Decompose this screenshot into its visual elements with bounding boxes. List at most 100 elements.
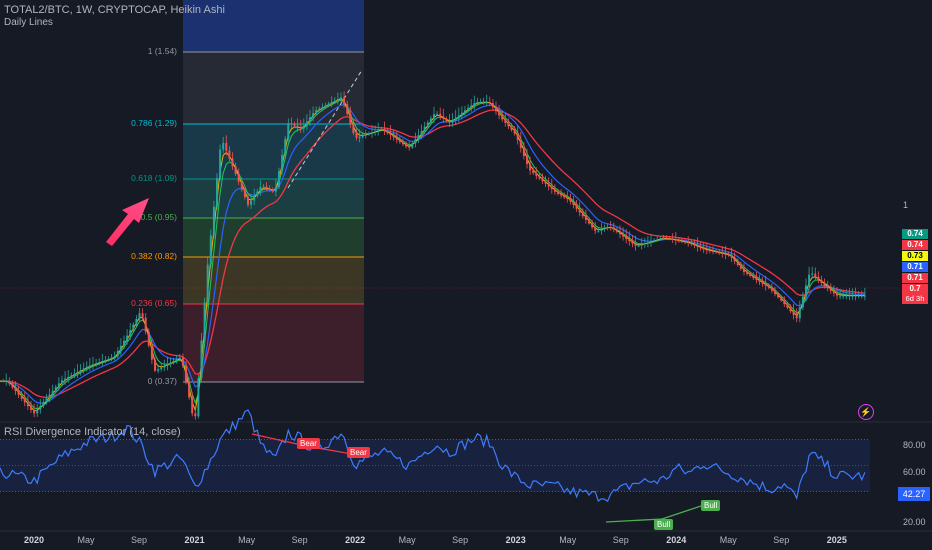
- candle-body: [755, 277, 758, 280]
- candle-body: [358, 136, 361, 138]
- candle-body: [408, 146, 411, 148]
- bar-countdown: 6d 3h: [902, 293, 928, 304]
- candle-body: [622, 234, 625, 237]
- candle-body: [417, 135, 420, 140]
- candle-body: [721, 252, 724, 254]
- candle-body: [718, 252, 721, 254]
- candle-body: [318, 108, 321, 111]
- candle-body: [327, 103, 330, 106]
- pink-arrow-annotation: [106, 198, 149, 246]
- candle-body: [600, 229, 603, 231]
- candle-body: [250, 200, 253, 205]
- candle-body: [677, 240, 680, 242]
- candle-body: [302, 125, 305, 129]
- candle-body: [290, 123, 293, 125]
- candle-body: [749, 273, 752, 276]
- candle-body: [538, 175, 541, 179]
- time-axis-label: May: [77, 535, 95, 545]
- candle-body: [30, 406, 32, 410]
- candle-body: [95, 363, 98, 365]
- candle-body: [309, 117, 311, 122]
- candle-body: [597, 230, 600, 232]
- candle-body: [45, 398, 48, 403]
- candle-body: [185, 365, 187, 382]
- candle-body: [479, 102, 482, 104]
- fib-zone: [183, 179, 364, 218]
- candle-body: [702, 248, 705, 250]
- candle-body: [64, 378, 67, 381]
- time-axis-label: 2023: [505, 535, 526, 545]
- candle-body: [510, 126, 513, 130]
- candle-body: [560, 193, 563, 196]
- candle-body: [566, 197, 569, 199]
- candle-body: [36, 409, 39, 414]
- candle-body: [380, 128, 383, 131]
- rsi-line: [0, 409, 866, 503]
- candle-body: [113, 356, 116, 358]
- candle-body: [110, 357, 113, 359]
- candle-body: [498, 111, 501, 116]
- rsi-scale-60: 60.00: [903, 467, 926, 477]
- divergence-label: Bear: [297, 438, 320, 449]
- candle-body: [547, 183, 550, 187]
- time-axis-label: Sep: [291, 535, 308, 545]
- candle-body: [516, 133, 519, 140]
- candle-body: [488, 102, 491, 104]
- divergence-label: Bull: [654, 519, 674, 530]
- candle-body: [634, 243, 637, 246]
- candle-body: [262, 186, 265, 188]
- price-scale-label: 1: [903, 200, 909, 210]
- candle-body: [240, 181, 243, 190]
- candle-body: [61, 380, 63, 384]
- time-axis-label: Sep: [131, 535, 148, 545]
- candle-body: [594, 227, 597, 231]
- candle-body: [265, 186, 268, 189]
- time-axis-label: May: [238, 535, 256, 545]
- candle-body: [14, 387, 17, 392]
- candle-body: [253, 196, 256, 201]
- candle-body: [135, 318, 138, 325]
- candle-body: [684, 241, 687, 243]
- candle-body: [256, 191, 259, 197]
- candle-body: [157, 369, 160, 371]
- divergence-label: Bull: [701, 500, 721, 511]
- candle-body: [107, 358, 110, 360]
- candle-body: [219, 149, 222, 179]
- candle-body: [188, 381, 191, 398]
- candle-body: [801, 296, 804, 308]
- candle-body: [780, 297, 783, 301]
- candle-body: [588, 219, 590, 224]
- candle-body: [231, 158, 234, 167]
- candle-body: [705, 249, 708, 251]
- grid-lines: [0, 287, 932, 532]
- candle-body: [278, 171, 280, 188]
- candle-body: [569, 198, 572, 202]
- lightning-icon[interactable]: ⚡: [858, 404, 874, 420]
- candle-body: [712, 250, 714, 252]
- fib-extension-zone: [183, 0, 364, 52]
- candle-body: [23, 398, 26, 403]
- rsi-current-value: 42.27: [898, 487, 930, 501]
- candle-body: [671, 238, 674, 240]
- candle-body: [774, 290, 776, 294]
- candle-body: [343, 97, 346, 105]
- candle-body: [129, 330, 132, 336]
- candle-body: [405, 144, 408, 147]
- moving-average-lines: [0, 69, 865, 413]
- candle-body: [73, 373, 76, 376]
- candle-body: [770, 287, 773, 291]
- candle-body: [668, 238, 671, 240]
- candle-body: [451, 120, 454, 123]
- rsi-scale-80: 80.00: [903, 440, 926, 450]
- candle-body: [662, 237, 665, 239]
- candle-body: [857, 295, 860, 297]
- candle-body: [147, 331, 150, 346]
- candle-body: [715, 251, 718, 253]
- candle-body: [464, 110, 466, 113]
- candle-body: [832, 290, 835, 294]
- candle-body: [842, 295, 845, 297]
- ma-yellow-line: [0, 97, 865, 413]
- candle-body: [522, 147, 525, 156]
- candle-body: [212, 206, 215, 236]
